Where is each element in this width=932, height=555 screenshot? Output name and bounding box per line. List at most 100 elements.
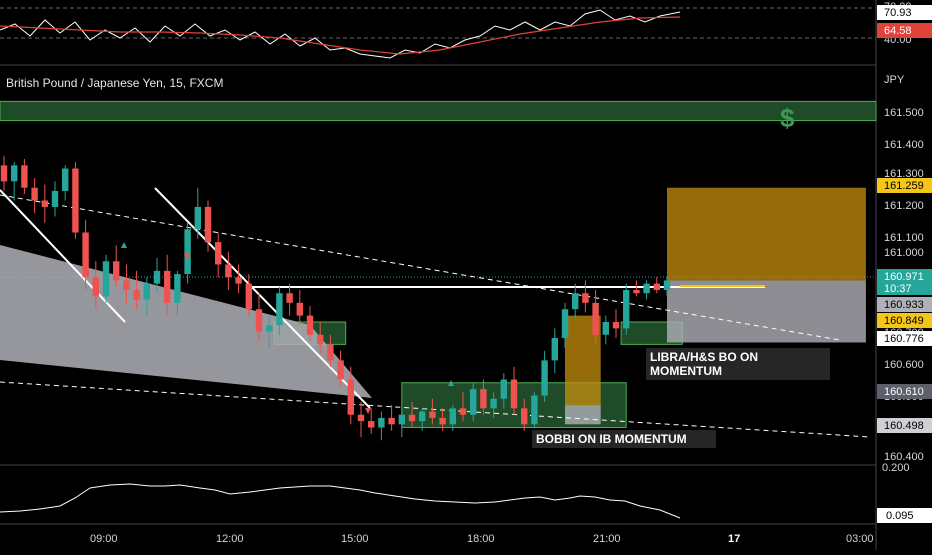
candle — [408, 401, 416, 428]
upper-dashed-trendline[interactable] — [0, 194, 841, 341]
downtrend-line-2[interactable] — [154, 187, 371, 409]
candle — [102, 254, 110, 303]
candle-body — [72, 168, 79, 233]
candle-body — [602, 322, 609, 335]
candle — [21, 158, 28, 195]
candle-body — [102, 261, 110, 297]
candle-body — [470, 389, 477, 415]
time-label: 09:00 — [90, 533, 118, 545]
candles-layer — [0, 155, 671, 441]
price-axis[interactable]: 161.500 161.400 161.300 161.200 161.100 … — [877, 107, 932, 463]
candle — [286, 283, 293, 316]
candle — [592, 290, 599, 345]
candle — [653, 277, 660, 294]
level-badge-1 — [877, 297, 932, 312]
dollar-sign-icon: $ — [780, 103, 795, 133]
sell-signal-marker — [184, 254, 190, 260]
green-zone[interactable] — [0, 100, 877, 122]
rsi-panel[interactable] — [0, 7, 876, 59]
libra-note-line-1: LIBRA/H&S BO ON — [650, 350, 758, 364]
price-tick: 160.600 — [884, 359, 924, 371]
symbol-title[interactable]: British Pound / Japanese Yen, 15, FXCM — [6, 76, 224, 90]
candle-body — [204, 206, 212, 243]
level-badge-2-text: 160.849 — [884, 315, 924, 327]
candle — [225, 251, 232, 291]
lower-dashed-trendline[interactable] — [0, 381, 871, 438]
candle — [368, 408, 375, 434]
downtrend-line-1[interactable] — [0, 189, 126, 323]
candle-body — [337, 360, 344, 380]
candle — [164, 254, 171, 316]
candle-body — [429, 411, 436, 418]
candle-body — [245, 283, 252, 310]
bobbi-note[interactable]: BOBBI ON IB MOMENTUM — [532, 430, 716, 448]
candle-body — [623, 290, 630, 329]
time-label: 12:00 — [216, 533, 244, 545]
time-label: 15:00 — [341, 533, 369, 545]
candle-body — [215, 242, 222, 265]
candle-body — [480, 389, 487, 409]
price-tick: 161.500 — [884, 107, 924, 119]
candle — [531, 392, 538, 428]
candle-body — [643, 283, 650, 294]
buy-signal-marker — [121, 242, 127, 248]
target-price-badge-text: 161.259 — [884, 180, 924, 192]
candle-body — [378, 417, 385, 428]
candle — [541, 350, 548, 402]
candle — [51, 181, 59, 217]
level-badge-3 — [877, 331, 932, 346]
candle-body — [51, 190, 59, 207]
price-tick: 161.000 — [884, 247, 924, 259]
candle-body — [0, 165, 8, 182]
candle-body — [449, 408, 456, 425]
candle — [255, 293, 263, 342]
last-price-badge — [877, 269, 932, 295]
currency-label: JPY — [884, 74, 905, 86]
libra-hs-note[interactable]: LIBRA/H&S BO ON MOMENTUM — [646, 348, 830, 380]
candle-body — [113, 261, 120, 281]
candle — [643, 280, 650, 300]
orange-zone[interactable] — [667, 187, 866, 281]
candle-body — [551, 337, 558, 361]
candle-body — [357, 414, 365, 422]
candle — [602, 315, 609, 345]
level-badge-4-text: 160.610 — [884, 386, 924, 398]
rsi-value-badge — [877, 5, 932, 20]
candle — [153, 258, 161, 294]
candle-body — [296, 302, 303, 316]
candle-body — [561, 309, 569, 338]
level-badge-1-text: 160.933 — [884, 299, 924, 311]
candle — [133, 270, 140, 310]
indicator-panel[interactable]: 0.200 0.095 — [0, 462, 932, 523]
candle — [449, 405, 456, 431]
bar-countdown-text: 10:37 — [884, 283, 912, 295]
candle — [0, 155, 8, 191]
level-badge-2 — [877, 313, 932, 328]
candle-body — [500, 379, 507, 399]
grey-zone[interactable] — [667, 280, 866, 343]
grey-zone[interactable] — [565, 405, 601, 425]
candle-body — [62, 168, 69, 191]
price-tick: 161.300 — [884, 168, 924, 180]
time-label-day: 17 — [728, 533, 740, 545]
candle-body — [592, 302, 599, 335]
candle-body — [194, 206, 201, 230]
rsi-ma-badge — [877, 23, 932, 38]
candle — [398, 408, 405, 438]
candle-body — [541, 360, 548, 396]
candle-body — [388, 417, 395, 425]
candle-body — [184, 229, 191, 275]
candle — [459, 392, 467, 422]
candle-body — [490, 398, 497, 409]
candle-body — [11, 165, 18, 182]
candle-body — [174, 274, 181, 303]
candle-body — [92, 277, 99, 297]
candle — [174, 270, 181, 316]
time-axis[interactable]: 09:00 12:00 15:00 18:00 21:00 17 03:00 — [90, 533, 874, 545]
candle-body — [398, 414, 405, 425]
indicator-value-badge — [877, 508, 932, 523]
candle — [572, 283, 579, 319]
candle-body — [633, 290, 640, 294]
